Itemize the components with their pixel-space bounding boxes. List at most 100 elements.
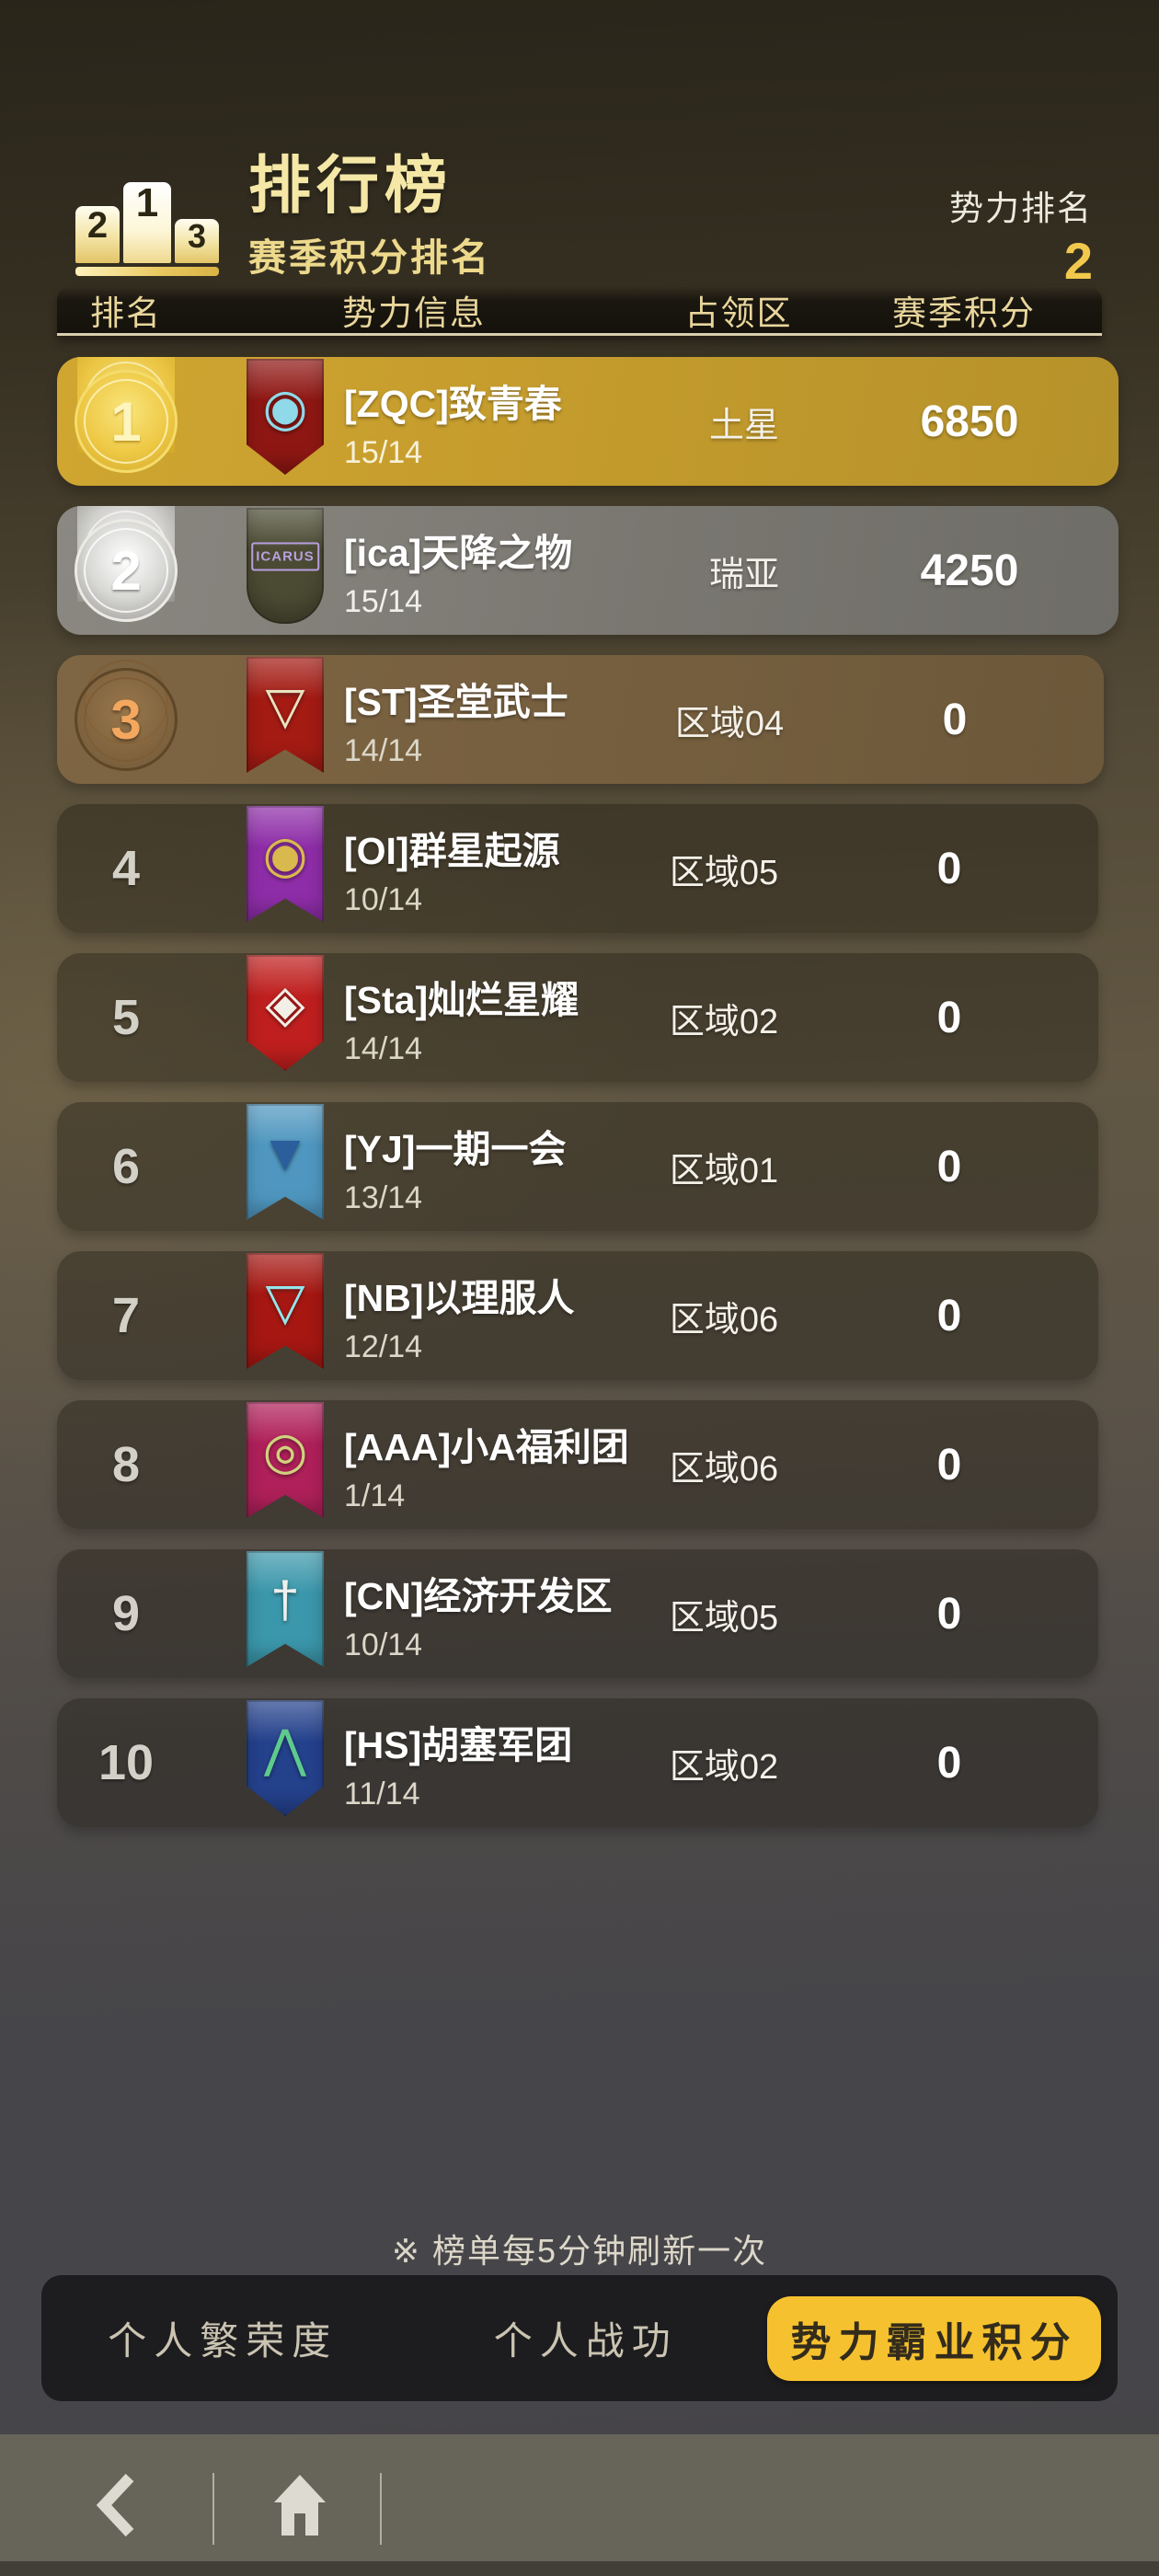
faction-name: [ZQC]致青春 — [344, 382, 562, 425]
podium-base — [75, 267, 219, 276]
occupied-zone: 土星 — [708, 406, 779, 445]
member-count: 14/14 — [344, 732, 423, 768]
faction-name: [HS]胡塞军团 — [344, 1723, 573, 1766]
table-row-rank-8[interactable]: 8 ◎ [AAA]小A福利团 1/14 区域06 0 — [57, 1400, 1098, 1529]
wreath-emblem-icon: ◎ — [262, 1420, 308, 1479]
faction-name: [NB]以理服人 — [344, 1276, 575, 1319]
table-row-rank-10[interactable]: 10 ⋀ [HS]胡塞军团 11/14 区域02 0 — [57, 1698, 1098, 1827]
silver-medal-icon: 2 — [75, 519, 178, 622]
column-points: 赛季积分 — [892, 294, 1036, 332]
faction-info: [OI]群星起源 10/14 — [344, 820, 637, 918]
season-points: 0 — [936, 1291, 962, 1340]
sword-emblem-icon: † — [270, 1570, 300, 1628]
back-chevron-icon — [97, 2473, 134, 2537]
table-row-rank-3[interactable]: 3 ▽ [ST]圣堂武士 14/14 区域04 0 — [57, 655, 1104, 784]
eagle-emblem-icon: ⋀ — [264, 1719, 306, 1777]
tab-bar: 个人繁荣度 个人战功 势力霸业积分 — [41, 2275, 1118, 2401]
podium-second-block: 2 — [75, 206, 120, 263]
faction-banner: ◈ — [247, 955, 324, 1071]
home-button[interactable] — [245, 2434, 355, 2576]
occupied-zone: 区域05 — [669, 1598, 779, 1638]
star-emblem-icon: ◈ — [265, 973, 305, 1032]
rank-cell: 6 — [111, 1139, 141, 1194]
faction-rank-value: 2 — [1063, 232, 1093, 290]
rank-cell: 3 — [57, 655, 195, 784]
faction-name: [YJ]一期一会 — [344, 1127, 567, 1170]
faction-banner: ⋀ — [247, 1700, 324, 1816]
rank-cell: 5 — [111, 990, 141, 1045]
column-zone: 占领区 — [684, 294, 793, 332]
faction-name: [CN]经济开发区 — [344, 1574, 613, 1617]
season-points: 0 — [936, 1142, 962, 1191]
faction-info: [NB]以理服人 12/14 — [344, 1267, 637, 1365]
table-row-rank-4[interactable]: 4 ◉ [OI]群星起源 10/14 区域05 0 — [57, 804, 1098, 933]
member-count: 14/14 — [344, 1030, 423, 1066]
occupied-zone: 区域05 — [669, 853, 779, 892]
faction-banner: ▽ — [247, 1253, 324, 1369]
season-points: 4250 — [920, 546, 1019, 595]
occupied-zone: 区域04 — [674, 704, 785, 743]
nav-divider — [380, 2473, 382, 2545]
faction-name: [ica]天降之物 — [344, 531, 573, 574]
occupied-zone: 区域02 — [669, 1002, 779, 1041]
faction-banner: † — [247, 1551, 324, 1667]
season-points: 0 — [936, 993, 962, 1042]
member-count: 1/14 — [344, 1478, 406, 1513]
page-title: 排行榜 — [248, 151, 453, 221]
column-faction: 势力信息 — [342, 294, 486, 332]
tab-personal-merit[interactable]: 个人战功 — [493, 2319, 678, 2363]
member-count: 11/14 — [344, 1776, 420, 1811]
faction-name: [Sta]灿烂星耀 — [344, 978, 580, 1021]
occupied-zone: 区域06 — [669, 1449, 779, 1489]
tab-personal-prosperity[interactable]: 个人繁荣度 — [108, 2319, 339, 2363]
faction-info: [ZQC]致青春 15/14 — [344, 373, 657, 471]
occupied-zone: 区域06 — [669, 1300, 779, 1340]
table-row-rank-7[interactable]: 7 ▽ [NB]以理服人 12/14 区域06 0 — [57, 1251, 1098, 1380]
faction-info: [Sta]灿烂星耀 14/14 — [344, 969, 637, 1067]
table-row-rank-1[interactable]: 1 ◉ [ZQC]致青春 15/14 土星 6850 — [57, 357, 1119, 486]
occupied-zone: 瑞亚 — [708, 555, 779, 594]
table-row-rank-6[interactable]: 6 ▼ [YJ]一期一会 13/14 区域01 0 — [57, 1102, 1098, 1231]
podium-icon: 2 1 3 — [75, 155, 221, 276]
rank-cell: 10 — [98, 1735, 155, 1790]
rank-cell: 2 — [57, 506, 195, 635]
back-button[interactable] — [61, 2434, 171, 2576]
podium-first-block: 1 — [123, 181, 171, 263]
table-row-rank-2[interactable]: 2 ICARUS [ica]天降之物 15/14 瑞亚 4250 — [57, 506, 1119, 635]
column-rank: 排名 — [90, 294, 162, 332]
faction-info: [AAA]小A福利团 1/14 — [344, 1416, 637, 1514]
faction-info: [HS]胡塞军团 11/14 — [344, 1714, 637, 1812]
season-points: 0 — [942, 695, 968, 744]
nav-divider — [212, 2473, 214, 2545]
bronze-medal-icon: 3 — [75, 668, 178, 771]
rank-cell: 4 — [111, 841, 141, 896]
rank-cell: 8 — [111, 1437, 141, 1492]
member-count: 10/14 — [344, 1627, 423, 1662]
season-points: 6850 — [920, 397, 1019, 446]
faction-name: [OI]群星起源 — [344, 829, 560, 872]
screen-bottom-edge — [0, 2561, 1159, 2576]
dragon-emblem-icon: ◉ — [262, 377, 308, 436]
podium-third-block: 3 — [175, 219, 219, 263]
table-row-rank-9[interactable]: 9 † [CN]经济开发区 10/14 区域05 0 — [57, 1549, 1098, 1678]
season-points: 0 — [936, 844, 962, 893]
page-subtitle: 赛季积分排名 — [248, 236, 491, 279]
faction-banner: ICARUS — [247, 508, 324, 624]
faction-info: [ST]圣堂武士 14/14 — [344, 671, 642, 769]
icarus-emblem-icon: ICARUS — [251, 542, 319, 571]
faction-name: [AAA]小A福利团 — [344, 1425, 629, 1468]
rank-cell: 1 — [57, 357, 195, 486]
member-count: 15/14 — [344, 434, 423, 470]
leaderboard-list: 1 ◉ [ZQC]致青春 15/14 土星 6850 2 ICARUS [ica… — [57, 357, 1119, 1827]
table-row-rank-5[interactable]: 5 ◈ [Sta]灿烂星耀 14/14 区域02 0 — [57, 953, 1098, 1082]
tab-faction-hegemony-points[interactable]: 势力霸业积分 — [767, 2295, 1101, 2381]
home-icon — [274, 2475, 326, 2536]
faction-banner: ◎ — [247, 1402, 324, 1518]
refresh-note: ※ 榜单每5分钟刷新一次 — [391, 2232, 768, 2270]
member-count: 12/14 — [344, 1328, 423, 1364]
gold-medal-icon: 1 — [75, 370, 178, 473]
table-header: 排名 势力信息 占领区 赛季积分 — [57, 287, 1102, 336]
season-points: 0 — [936, 1738, 962, 1788]
rank-cell: 9 — [111, 1586, 141, 1641]
crest-emblem-icon: ▼ — [259, 1122, 311, 1181]
